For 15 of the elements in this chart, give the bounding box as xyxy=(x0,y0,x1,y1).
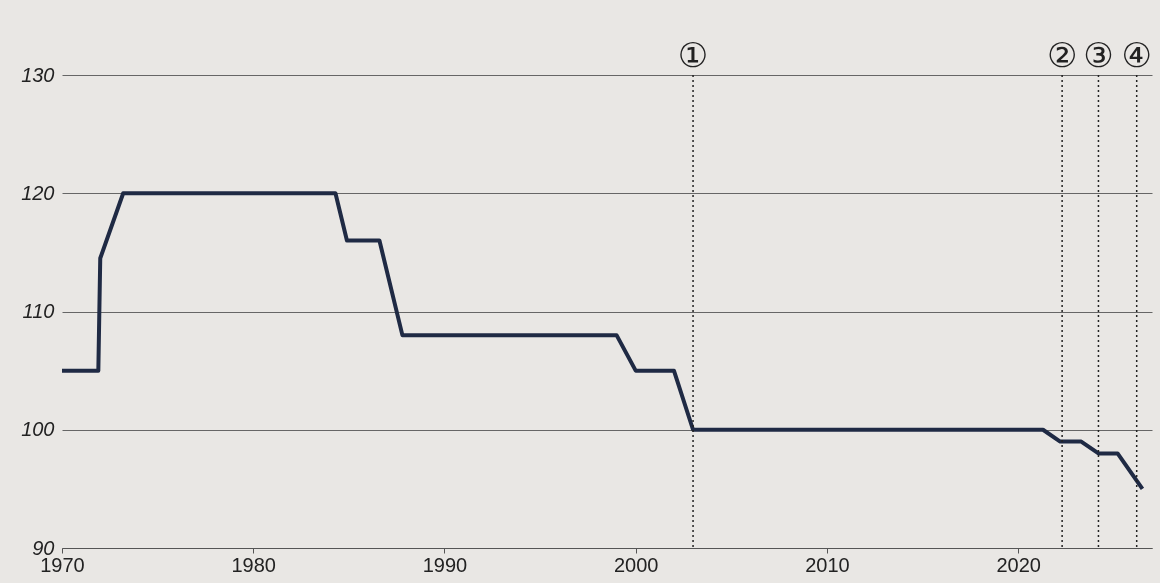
y-tick-label: 130 xyxy=(21,63,55,86)
x-tick-label: 2000 xyxy=(613,553,659,576)
x-tick-label: 2020 xyxy=(996,553,1041,576)
y-tick-label: 120 xyxy=(21,181,55,204)
ref-line-label: ① xyxy=(677,35,709,75)
ref-line-label: ④ xyxy=(1121,35,1152,75)
x-tick-label: 1990 xyxy=(422,553,468,576)
line-series xyxy=(60,191,1145,491)
ref-line-label: ③ xyxy=(1083,35,1114,75)
y-tick-label: 90 xyxy=(32,536,55,559)
y-tick-label: 100 xyxy=(21,418,55,441)
y-tick-label: 110 xyxy=(22,300,55,322)
x-tick-label: 1980 xyxy=(231,553,276,576)
ref-line-label: ② xyxy=(1046,35,1078,75)
x-tick-label: 2010 xyxy=(805,553,850,576)
